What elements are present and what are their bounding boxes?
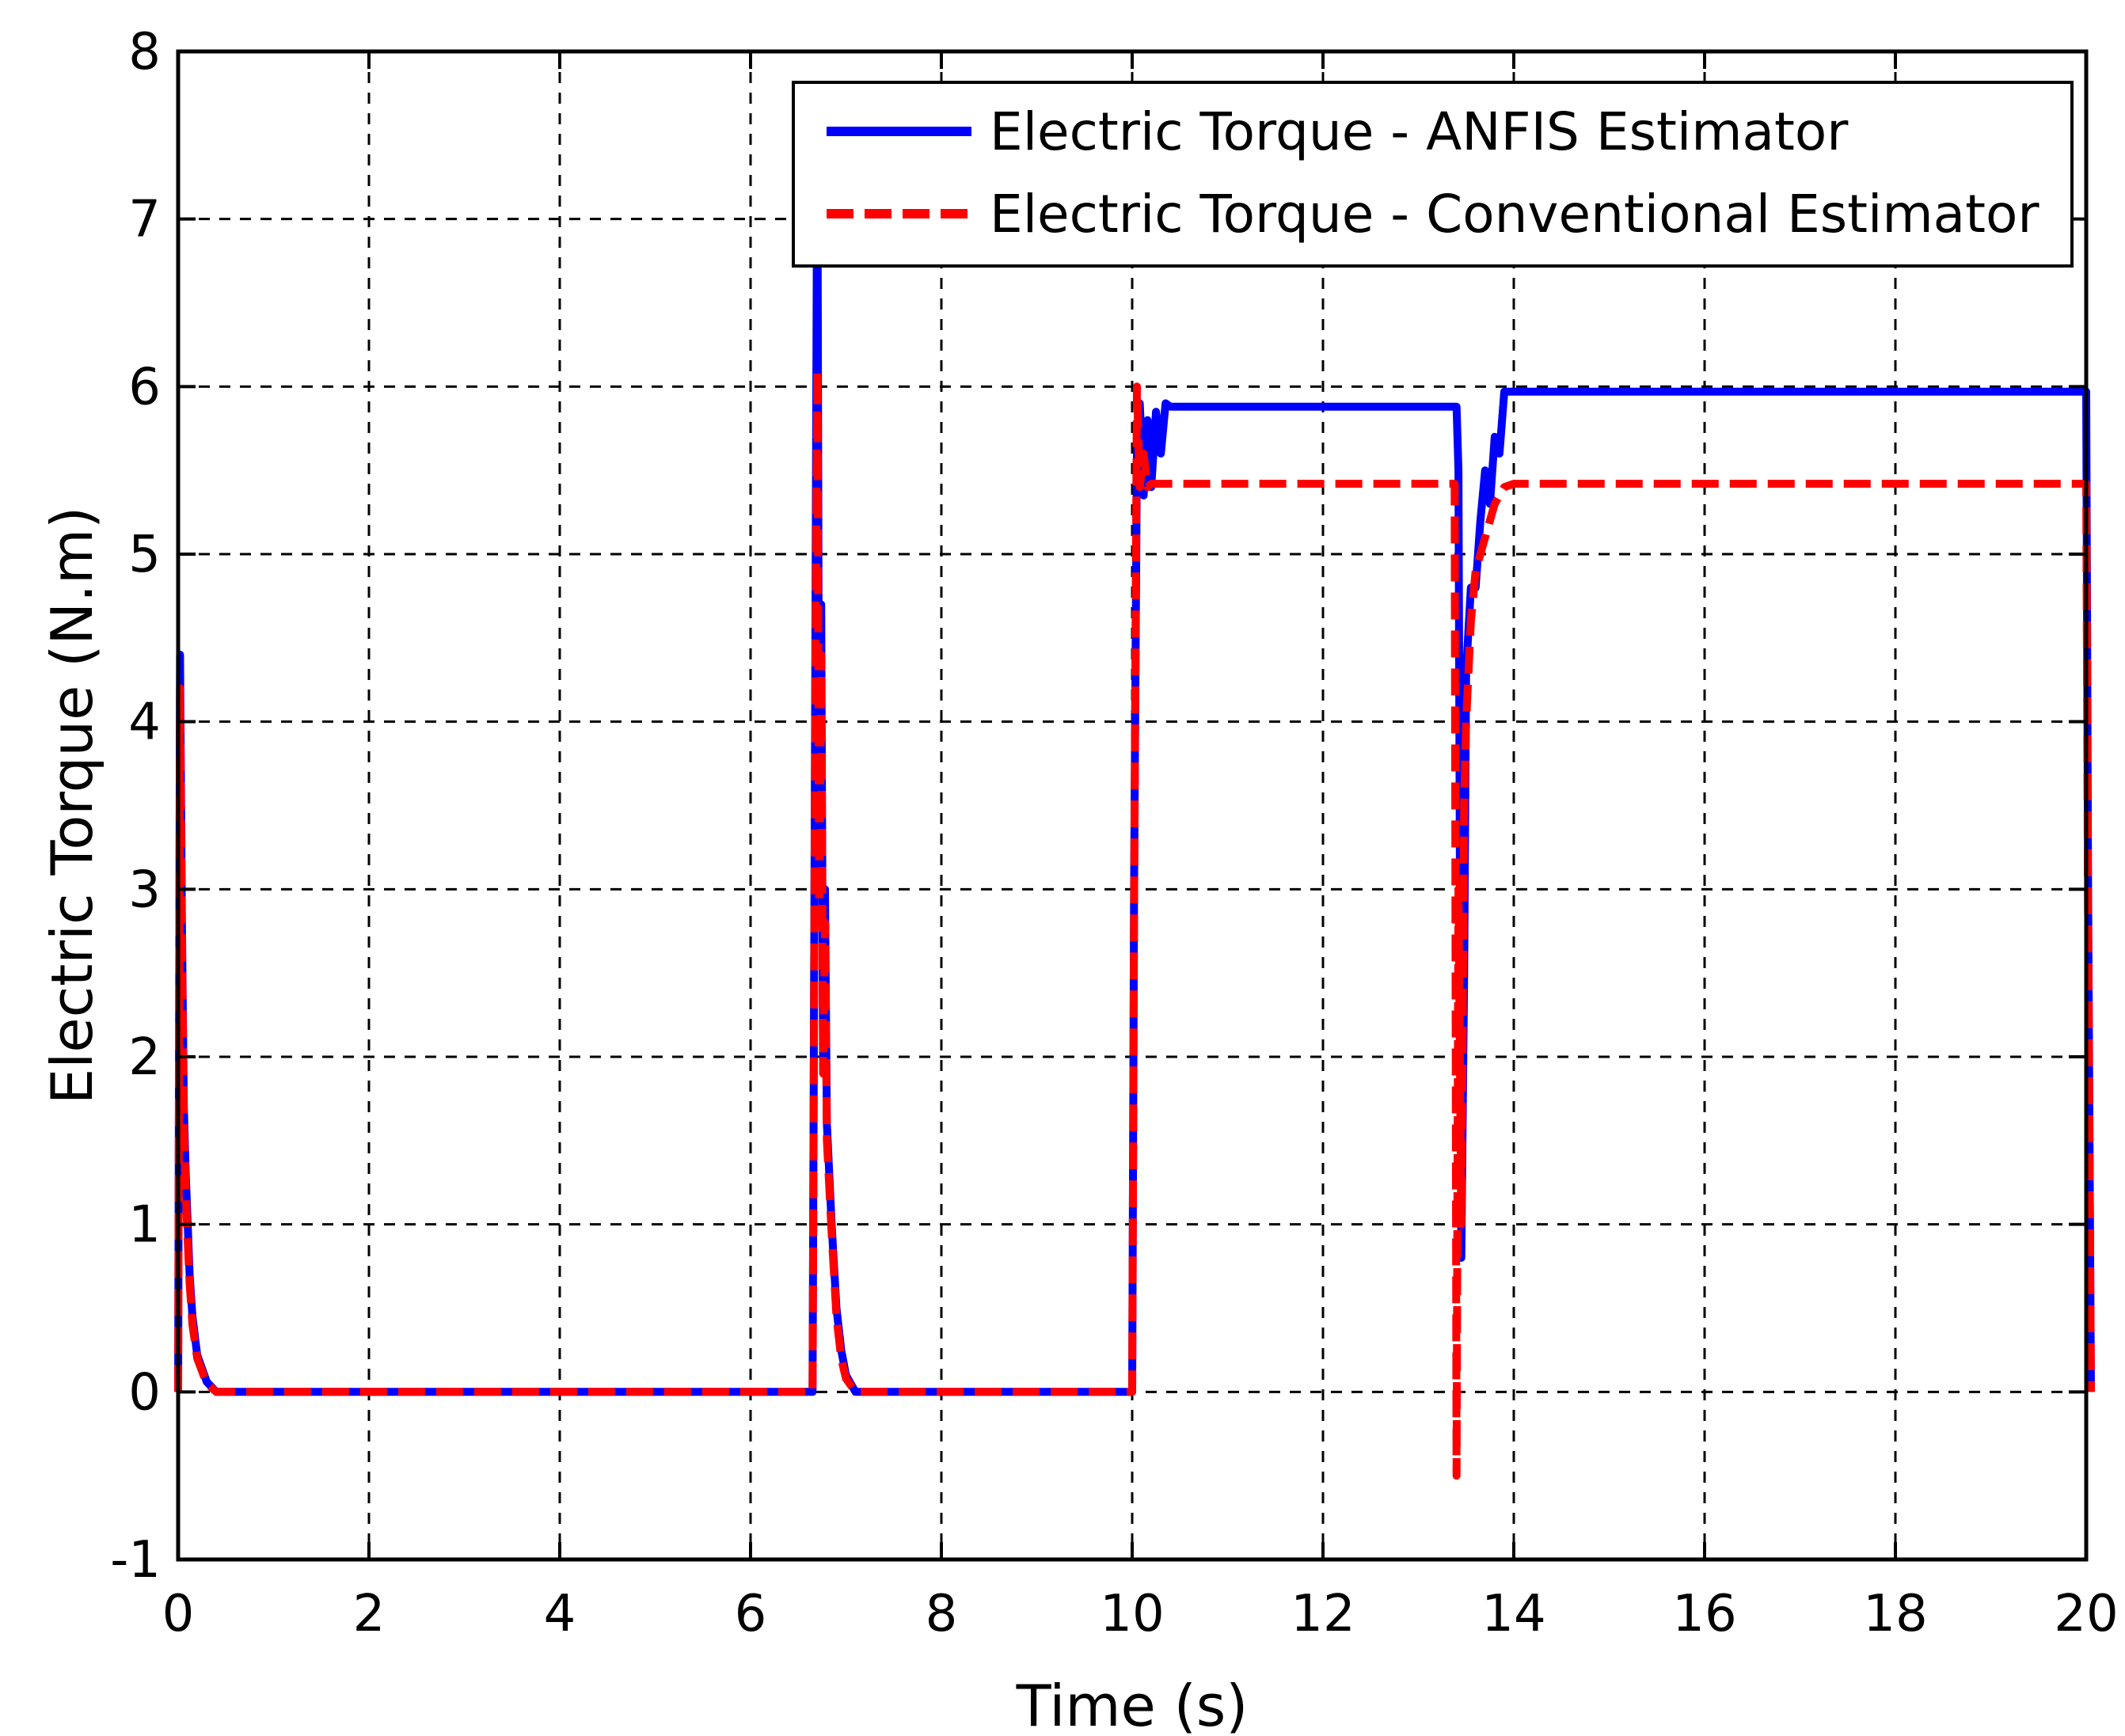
x-tick-label: 18	[1863, 1585, 1927, 1643]
x-tick-label: 0	[162, 1585, 195, 1643]
x-tick-label: 4	[544, 1585, 576, 1643]
y-tick-label: 5	[128, 526, 161, 584]
x-tick-label: 8	[926, 1585, 958, 1643]
x-axis-label: Time (s)	[1016, 1673, 1249, 1736]
x-tick-label: 10	[1100, 1585, 1164, 1643]
y-tick-label: 0	[128, 1363, 161, 1422]
y-tick-label: 7	[128, 191, 161, 249]
series-layer	[174, 114, 2095, 1480]
y-tick-label: 8	[128, 23, 161, 82]
x-tick-label: 16	[1672, 1585, 1736, 1643]
y-tick-label: -1	[110, 1531, 161, 1590]
y-tick-label: 6	[128, 358, 161, 416]
y-tick-label: 4	[128, 693, 161, 752]
x-tick-label: 2	[353, 1585, 386, 1643]
y-tick-label: 2	[128, 1028, 161, 1087]
x-tick-label: 12	[1291, 1585, 1355, 1643]
y-tick-label: 1	[128, 1196, 161, 1255]
legend-box	[792, 81, 2074, 268]
y-axis-label: Electric Torque (N.m)	[39, 507, 105, 1104]
legend: Electric Torque - ANFIS Estimator Electr…	[792, 81, 2074, 268]
y-tick-label: 3	[128, 860, 161, 919]
series-line-conventional	[174, 366, 2095, 1480]
legend-label-conventional: Electric Torque - Conventional Estimator	[990, 184, 2039, 245]
x-tick-labels: 0 2 4 6 8 10 12 14 16 18 20	[162, 1585, 2119, 1643]
y-tick-labels: -1 0 1 2 3 4 5 6 7 8	[110, 23, 161, 1590]
x-tick-label: 14	[1481, 1585, 1545, 1643]
legend-label-anfis: Electric Torque - ANFIS Estimator	[990, 101, 1849, 162]
x-tick-label: 20	[2054, 1585, 2118, 1643]
x-tick-label: 6	[735, 1585, 767, 1643]
